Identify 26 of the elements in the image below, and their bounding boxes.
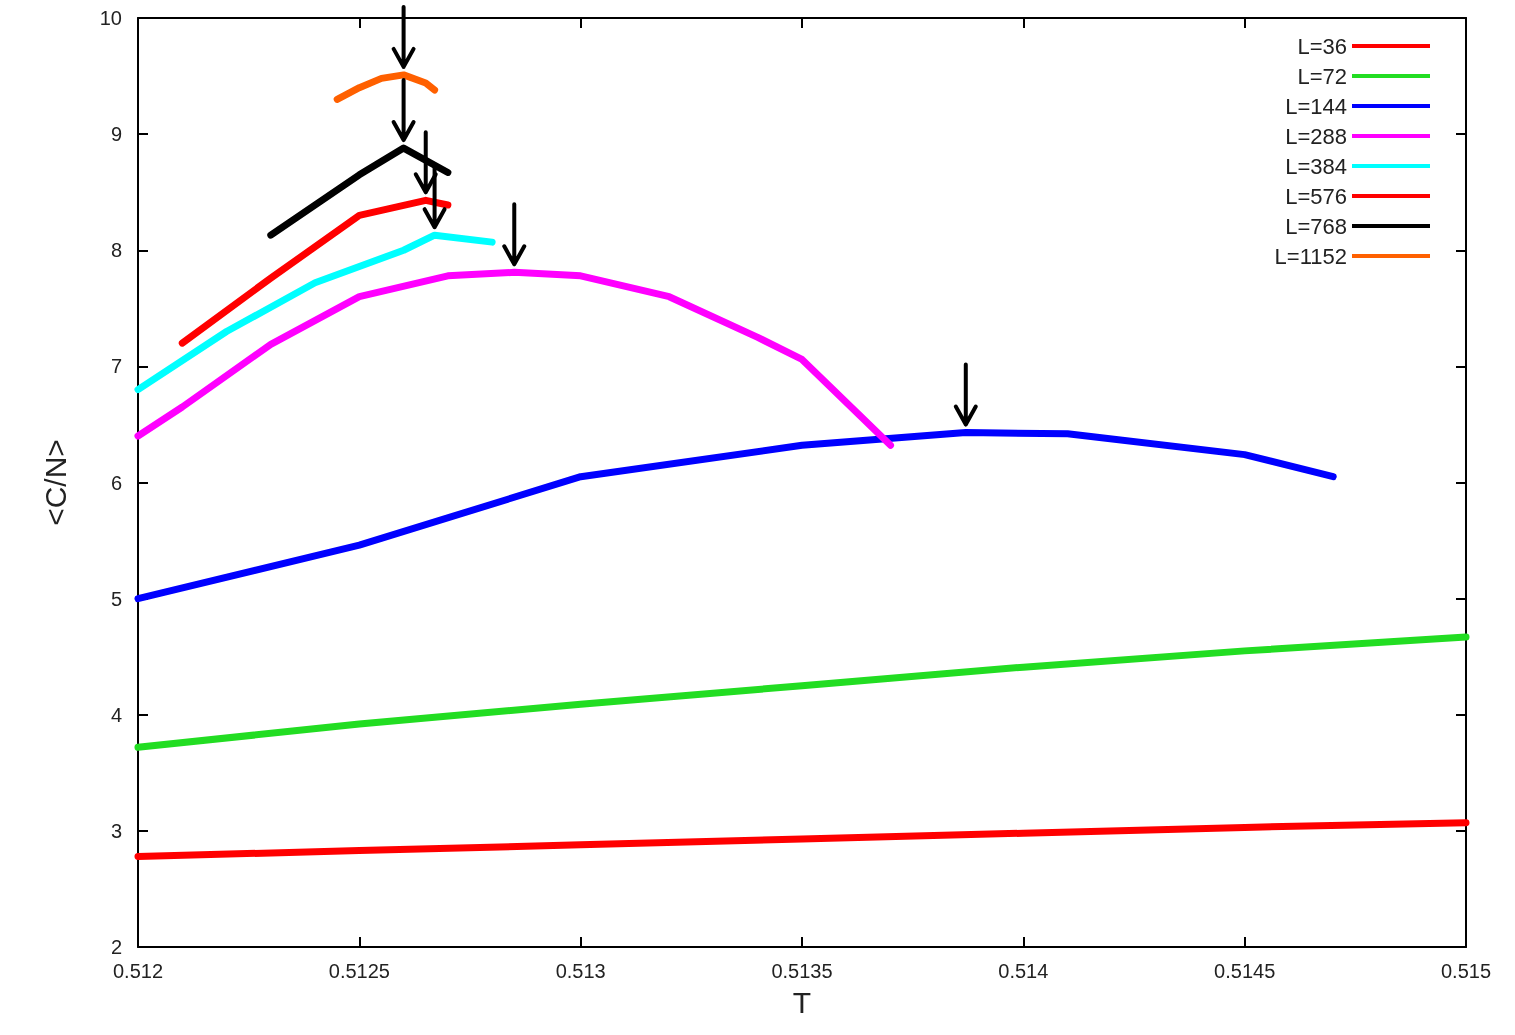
x-axis-title: T — [792, 985, 812, 1019]
legend-label: L=768 — [1285, 213, 1347, 239]
y-tick-label: 7 — [110, 355, 122, 378]
x-tick-label: 0.5135 — [771, 960, 833, 982]
y-tick-label: 2 — [110, 936, 122, 958]
legend-label: L=1152 — [1274, 243, 1347, 269]
x-tick-label: 0.514 — [998, 960, 1049, 982]
y-tick-label: 10 — [99, 7, 122, 29]
legend-label: L=288 — [1285, 123, 1347, 149]
y-tick-label: 3 — [110, 819, 122, 842]
x-tick-label: 0.515 — [1440, 960, 1492, 982]
legend-label: L=144 — [1285, 93, 1347, 119]
x-tick-label: 0.512 — [112, 960, 164, 982]
x-tick-label: 0.513 — [555, 960, 606, 982]
legend-label: L=576 — [1285, 183, 1347, 209]
y-axis-title: <C/N> — [38, 439, 72, 526]
y-tick-label: 5 — [110, 587, 122, 610]
x-tick-label: 0.5145 — [1214, 960, 1276, 982]
legend-label: L=72 — [1297, 63, 1347, 89]
legend-label: L=384 — [1285, 153, 1347, 179]
y-tick-label: 8 — [110, 239, 122, 262]
x-tick-label: 0.5125 — [328, 960, 390, 982]
legend-label: L=36 — [1297, 33, 1347, 59]
y-tick-label: 6 — [110, 471, 122, 494]
y-tick-label: 4 — [110, 703, 122, 726]
y-tick-label: 9 — [110, 123, 122, 146]
